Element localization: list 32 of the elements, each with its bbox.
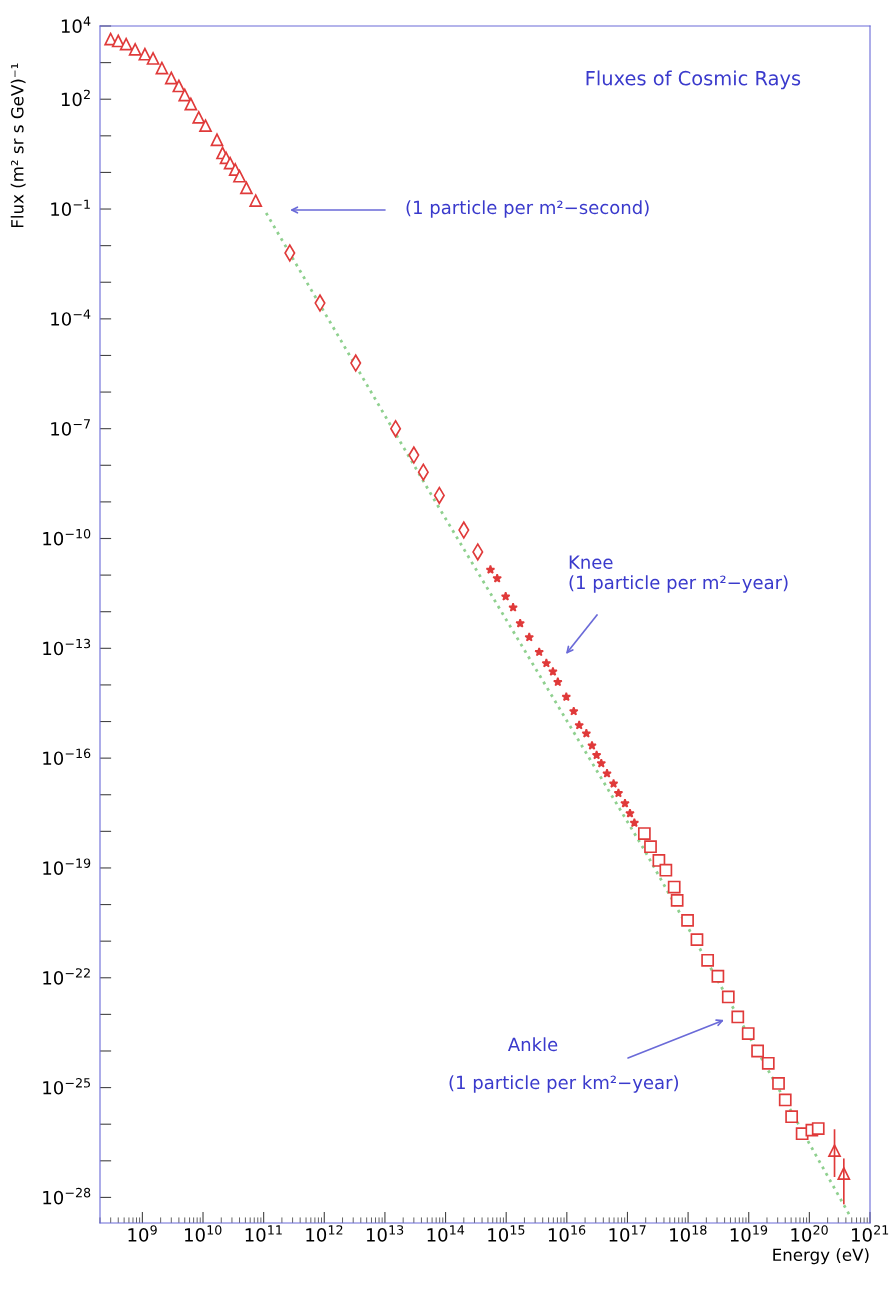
x-tick-label: 10$^{20}$	[791, 1225, 828, 1242]
annotation: Knee (1 particle per m²−year)	[569, 555, 788, 593]
x-tick-label: 10$^{21}$	[852, 1225, 889, 1242]
x-tick-label: 10$^{16}$	[548, 1225, 586, 1242]
x-axis-title: Energy (eV)	[773, 1248, 869, 1265]
text: Fluxes of Cosmic Rays	[586, 70, 801, 90]
y-tick-label: 10$^{2}$	[61, 89, 90, 107]
x-tick-label: 10$^{13}$	[366, 1225, 404, 1242]
y-tick-label: 10$^{−13}$	[43, 638, 91, 656]
y-tick-label: 10$^{−22}$	[43, 968, 90, 985]
y-tick-label: 10$^{−19}$	[43, 858, 91, 875]
annotation: (1 particle per km²−year)	[449, 1075, 679, 1093]
y-tick-label: 10$^{−4}$	[51, 309, 91, 326]
y-tick-label: 10$^{−10}$	[43, 528, 91, 546]
y-axis-title: Flux (m² sr s GeV)⁻¹	[10, 63, 26, 228]
annotation: Ankle	[507, 1037, 558, 1052]
y-tick-label: 10$^{−1}$	[51, 199, 90, 217]
x-tick-label: 10$^{9}$	[128, 1225, 157, 1242]
x-tick-label: 10$^{15}$	[488, 1225, 525, 1242]
annotation: (1 particle per m²−second)	[406, 200, 649, 218]
x-tick-label: 10$^{10}$	[185, 1225, 222, 1242]
x-tick-label: 10$^{11}$	[245, 1225, 282, 1242]
y-tick-label: 10$^{−25}$	[43, 1078, 91, 1095]
y-tick-label: 10$^{4}$	[61, 16, 91, 33]
x-tick-label: 10$^{14}$	[427, 1225, 465, 1242]
x-tick-label: 10$^{17}$	[609, 1225, 646, 1242]
x-tick-label: 10$^{19}$	[730, 1225, 768, 1242]
y-tick-label: 10$^{−7}$	[51, 419, 90, 436]
y-tick-label: 10$^{−16}$	[43, 748, 91, 766]
x-tick-label: 10$^{18}$	[670, 1225, 707, 1242]
x-tick-label: 10$^{12}$	[306, 1225, 343, 1242]
y-tick-label: 10$^{−28}$	[43, 1187, 91, 1205]
